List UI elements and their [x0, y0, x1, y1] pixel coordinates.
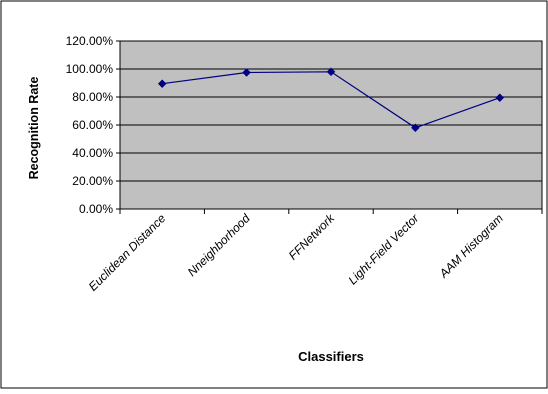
y-axis-label: Recognition Rate [27, 77, 41, 180]
data-point-0-1 [242, 68, 251, 77]
data-point-0-3 [411, 123, 420, 133]
y-tick-label-1: 20.00% [72, 174, 113, 188]
series [157, 67, 505, 133]
y-tick-label-6: 120.00% [66, 34, 114, 48]
x-axis-label: Classifiers [298, 349, 364, 364]
y-tick-label-4: 80.00% [72, 90, 113, 104]
y-tick-label-0: 0.00% [79, 202, 113, 216]
y-tick-label-2: 40.00% [72, 146, 113, 160]
data-point-0-0 [157, 79, 167, 89]
y-tick-label-3: 60.00% [72, 118, 113, 132]
data-point-0-4 [495, 93, 505, 103]
y-tick-label-5: 100.00% [66, 62, 114, 76]
data-point-0-2 [326, 67, 336, 77]
y-axis-tick-labels: 0.00% 20.00% 40.00% 60.00% 80.00% 100.00% 120.… [66, 34, 114, 216]
axes [116, 40, 543, 214]
